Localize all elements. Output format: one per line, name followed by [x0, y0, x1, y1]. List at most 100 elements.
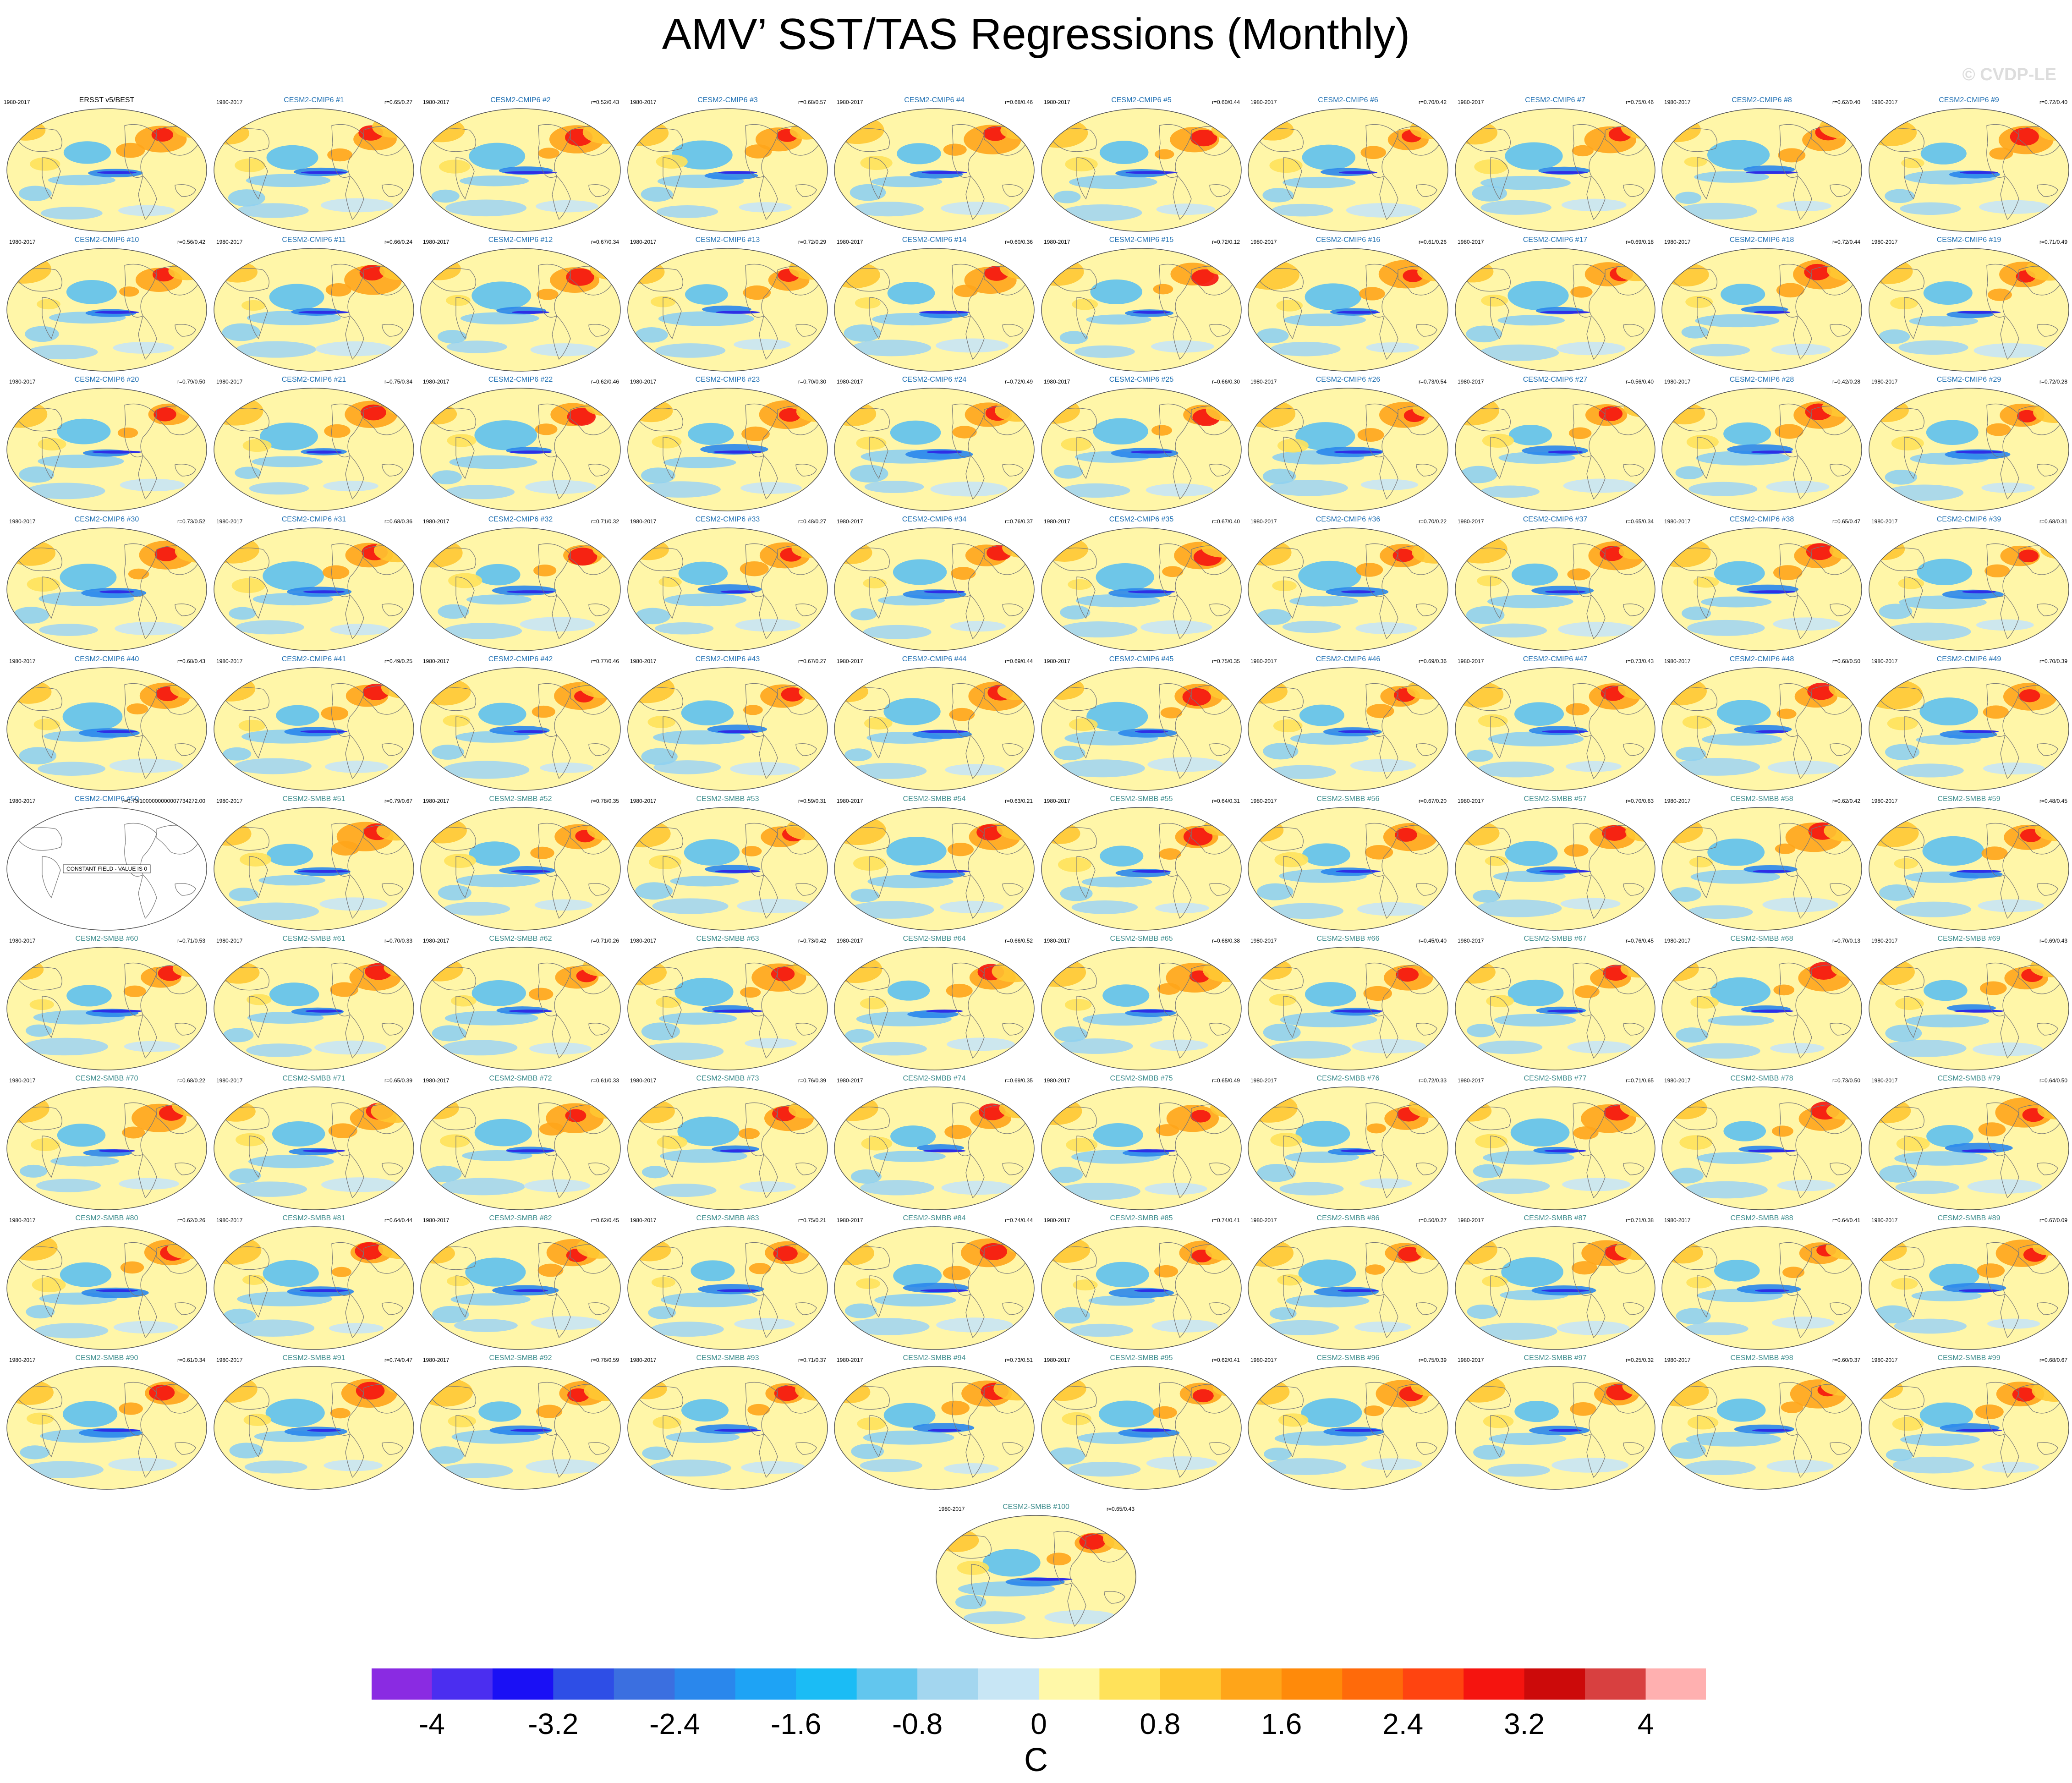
panel-period: 1980-2017 — [423, 518, 449, 525]
panel-title: CESM2-CMIP6 #35 — [1109, 516, 1174, 523]
panel-title: CESM2-SMBB #71 — [282, 1075, 345, 1082]
colorbar-tick-label: -3.2 — [528, 1707, 579, 1740]
map-panel: 1980-2017 CESM2-CMIP6 #25 r=0.66/0.30 — [1038, 376, 1244, 514]
panel-title: CESM2-SMBB #80 — [75, 1214, 138, 1222]
panel-period: 1980-2017 — [1871, 99, 1898, 105]
panel-correlation: r=0.75/0.46 — [1625, 99, 1654, 105]
panel-correlation: r=0.67/0.09 — [2039, 1217, 2067, 1223]
regression-map — [834, 1366, 1035, 1490]
panel-title: CESM2-SMBB #77 — [1524, 1075, 1587, 1082]
regression-map — [6, 667, 207, 791]
map-panel: 1980-2017 CESM2-SMBB #74 r=0.69/0.35 — [831, 1075, 1037, 1213]
panel-title: CESM2-SMBB #90 — [75, 1354, 138, 1362]
map-panel: 1980-2017 CESM2-SMBB #100 r=0.65/0.43 — [933, 1503, 1139, 1641]
panel-title: CESM2-SMBB #81 — [282, 1214, 345, 1222]
map-panel: 1980-2017 CESM2-CMIP6 #20 r=0.79/0.50 — [4, 376, 210, 514]
regression-map — [214, 1366, 414, 1490]
regression-map — [420, 807, 621, 931]
panel-period: 1980-2017 — [1664, 798, 1691, 804]
map-panel: 1980-2017 CESM2-CMIP6 #10 r=0.56/0.42 — [4, 236, 210, 374]
panel-title: CESM2-CMIP6 #28 — [1729, 376, 1794, 384]
panel-title: CESM2-SMBB #63 — [696, 935, 759, 943]
panel-title: CESM2-SMBB #68 — [1730, 935, 1793, 943]
panel-period: 1980-2017 — [1250, 658, 1277, 664]
panel-correlation: r=0.68/0.38 — [1211, 938, 1240, 944]
panel-period: 1980-2017 — [837, 1217, 863, 1223]
map-panel: 1980-2017 CESM2-SMBB #75 r=0.65/0.49 — [1038, 1075, 1244, 1213]
panel-correlation: r=0.74/0.41 — [1211, 1217, 1240, 1223]
colorbar-tick-label: -2.4 — [649, 1707, 700, 1740]
panel-period: 1980-2017 — [1664, 379, 1691, 385]
panel-title: CESM2-CMIP6 #11 — [282, 236, 346, 244]
panel-title: CESM2-CMIP6 #1 — [284, 96, 344, 104]
panel-title: CESM2-CMIP6 #15 — [1109, 236, 1174, 244]
panel-period: 1980-2017 — [630, 798, 657, 804]
colorbar-tick-label: -4 — [419, 1707, 445, 1740]
regression-map — [1455, 108, 1655, 232]
panel-correlation: r=0.68/0.67 — [2039, 1357, 2067, 1363]
colorbar-swatch — [1039, 1668, 1100, 1700]
panel-correlation: r=0.64/0.31 — [1211, 798, 1240, 804]
regression-map — [627, 388, 828, 511]
panel-title: CESM2-CMIP6 #30 — [74, 516, 139, 523]
panel-period: 1980-2017 — [1044, 379, 1070, 385]
panel-period: 1980-2017 — [1458, 798, 1484, 804]
panel-title: CESM2-CMIP6 #5 — [1111, 96, 1172, 104]
map-panel: 1980-2017 CESM2-CMIP6 #13 r=0.72/0.29 — [625, 236, 831, 374]
panel-period: 1980-2017 — [423, 239, 449, 245]
panel-correlation: r=0.56/0.40 — [1625, 379, 1654, 385]
panel-period: 1980-2017 — [837, 239, 863, 245]
panel-title: CESM2-SMBB #83 — [696, 1214, 759, 1222]
panel-period: 1980-2017 — [1871, 518, 1898, 525]
regression-map — [627, 807, 828, 931]
regression-map — [1455, 527, 1655, 651]
panel-period: 1980-2017 — [1250, 239, 1277, 245]
constant-field-note: CONSTANT FIELD - VALUE IS 0 — [66, 866, 147, 872]
panel-period: 1980-2017 — [1044, 1077, 1070, 1084]
panel-title: CESM2-CMIP6 #43 — [695, 655, 760, 663]
panel-title: CESM2-SMBB #92 — [489, 1354, 552, 1362]
regression-map: CONSTANT FIELD - VALUE IS 0 — [6, 807, 207, 931]
panel-title: CESM2-CMIP6 #49 — [1936, 655, 2001, 663]
panel-period: 1980-2017 — [1871, 658, 1898, 664]
panel-period: 1980-2017 — [630, 1217, 657, 1223]
regression-map — [1248, 947, 1448, 1070]
map-panel: 1980-2017 CESM2-SMBB #94 r=0.73/0.51 — [831, 1354, 1037, 1492]
map-panel: 1980-2017 CESM2-SMBB #85 r=0.74/0.41 — [1038, 1214, 1244, 1353]
panel-title: CESM2-SMBB #53 — [696, 795, 759, 803]
panel-correlation: r=0.74/0.44 — [1004, 1217, 1033, 1223]
panel-correlation: r=0.71/0.65 — [1625, 1077, 1654, 1084]
panel-correlation: r=0.49/0.25 — [384, 658, 412, 664]
panel-title: CESM2-CMIP6 #33 — [695, 516, 760, 523]
regression-map — [6, 108, 207, 232]
regression-map — [834, 807, 1035, 931]
regression-map — [1661, 388, 1862, 511]
panel-correlation: r=0.73/1000000000007734272.00 — [122, 798, 205, 804]
map-panel: 1980-2017 CESM2-SMBB #67 r=0.76/0.45 — [1452, 935, 1658, 1073]
panel-correlation: r=0.73/0.42 — [798, 938, 826, 944]
panel-correlation: r=0.69/0.18 — [1625, 239, 1654, 245]
panel-correlation: r=0.60/0.44 — [1211, 99, 1240, 105]
panel-title: CESM2-CMIP6 #37 — [1523, 516, 1588, 523]
regression-map — [1041, 1086, 1242, 1210]
map-panel: 1980-2017 CESM2-CMIP6 #36 r=0.70/0.22 — [1245, 516, 1451, 654]
panel-correlation: r=0.70/0.42 — [1418, 99, 1447, 105]
regression-map — [214, 807, 414, 931]
panel-period: 1980-2017 — [9, 798, 36, 804]
panel-title: CESM2-SMBB #99 — [1937, 1354, 2001, 1362]
regression-map — [1455, 947, 1655, 1070]
panel-period: 1980-2017 — [423, 1357, 449, 1363]
regression-map — [1661, 248, 1862, 372]
panel-period: 1980-2017 — [630, 518, 657, 525]
regression-map — [420, 1086, 621, 1210]
regression-map — [834, 108, 1035, 232]
map-panel: 1980-2017 CESM2-CMIP6 #8 r=0.62/0.40 — [1659, 96, 1865, 235]
panel-period: 1980-2017 — [9, 1077, 36, 1084]
panel-title: CESM2-CMIP6 #24 — [902, 376, 967, 384]
map-panel: 1980-2017 CESM2-CMIP6 #15 r=0.72/0.12 — [1038, 236, 1244, 374]
map-panel: 1980-2017 CESM2-CMIP6 #48 r=0.68/0.50 — [1659, 655, 1865, 794]
regression-map — [627, 947, 828, 1070]
panel-correlation: r=0.76/0.39 — [798, 1077, 826, 1084]
panel-correlation: r=0.70/0.22 — [1418, 518, 1447, 525]
map-panel: 1980-2017 CESM2-SMBB #72 r=0.61/0.33 — [417, 1075, 624, 1213]
